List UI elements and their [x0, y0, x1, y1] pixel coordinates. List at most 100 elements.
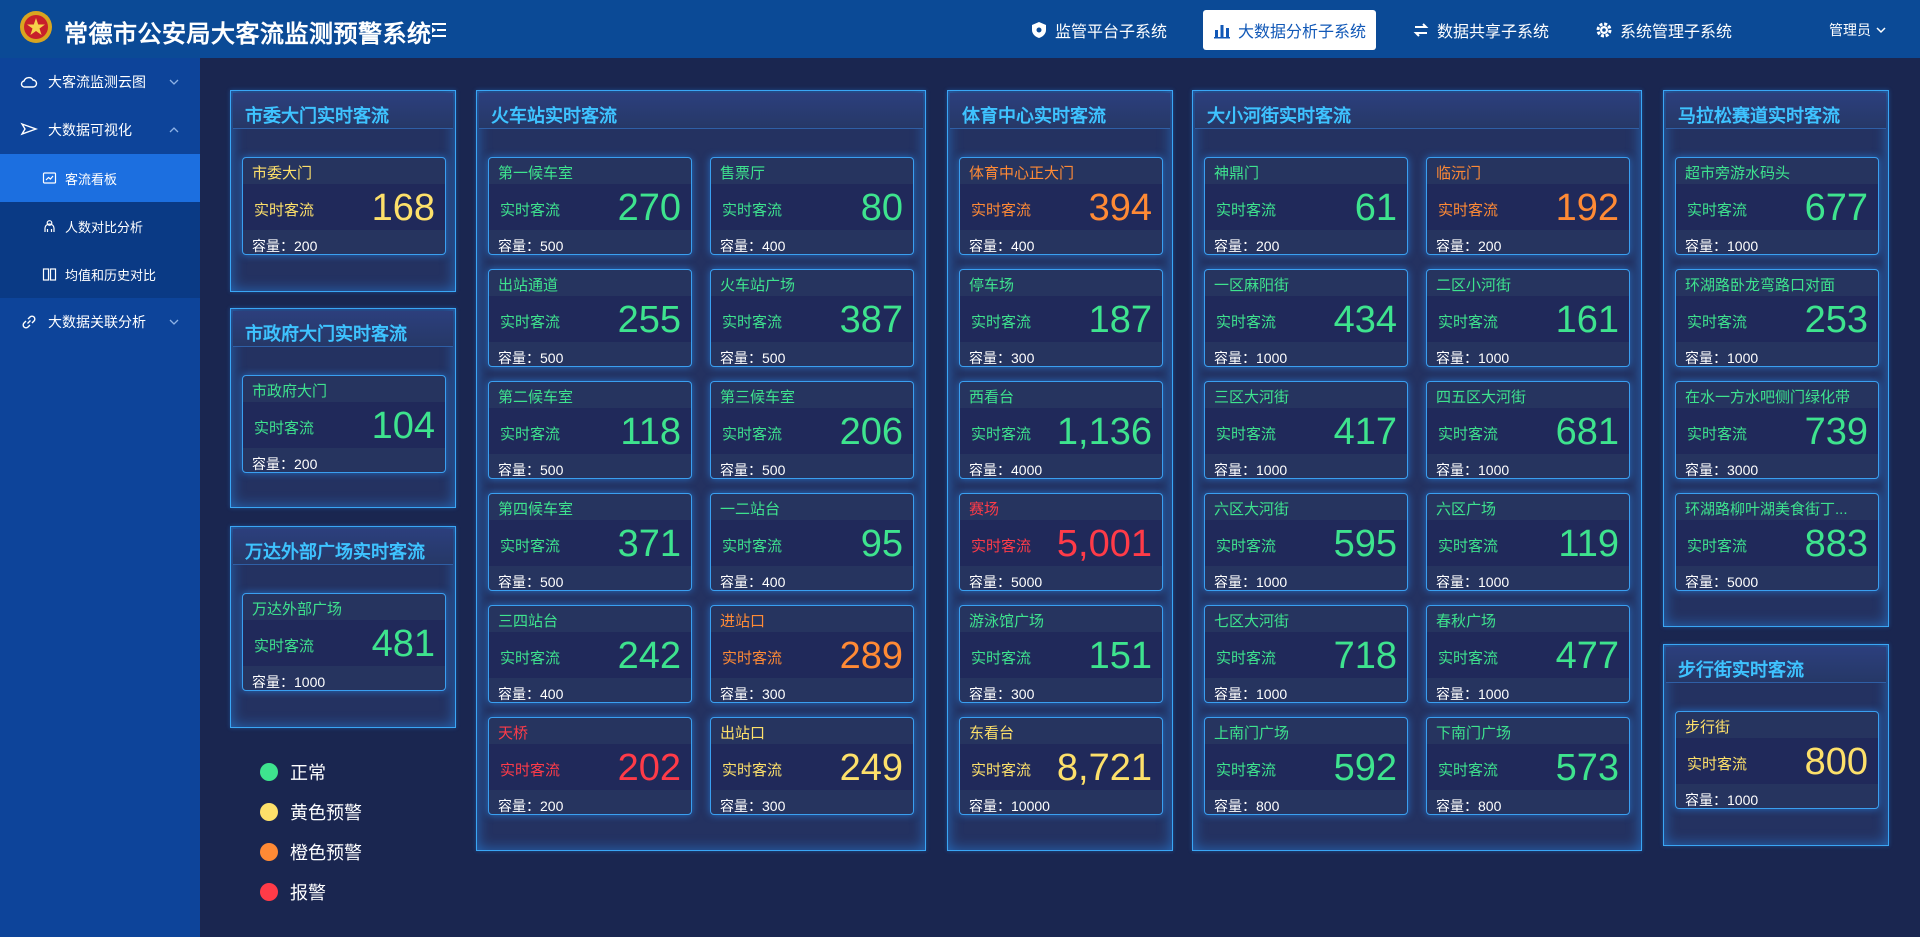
flow-card[interactable]: 售票厅 实时客流 80 容量：400 — [710, 157, 914, 255]
flow-card[interactable]: 第三候车室 实时客流 206 容量：500 — [710, 381, 914, 479]
flow-card[interactable]: 火车站广场 实时客流 387 容量：500 — [710, 269, 914, 367]
card-location: 东看台 — [969, 725, 1015, 742]
card-realtime-value: 104 — [371, 405, 435, 447]
capacity-value: 1000 — [1727, 350, 1759, 366]
flow-card[interactable]: 赛场 实时客流 5,001 容量：5000 — [959, 493, 1163, 591]
flow-card[interactable]: 二区小河街 实时客流 161 容量：1000 — [1426, 269, 1630, 367]
flow-card[interactable]: 市委大门 实时客流 168 容量：200 — [242, 157, 446, 255]
flow-card[interactable]: 六区广场 实时客流 119 容量：1000 — [1426, 493, 1630, 591]
flow-card[interactable]: 神鼎门 实时客流 61 容量：200 — [1204, 157, 1408, 255]
flow-card[interactable]: 停车场 实时客流 187 容量：300 — [959, 269, 1163, 367]
flow-card[interactable]: 上南门广场 实时客流 592 容量：800 — [1204, 717, 1408, 815]
sidebar-subitem-dashboard[interactable]: 客流看板 — [0, 154, 200, 202]
flow-card[interactable]: 万达外部广场 实时客流 481 容量：1000 — [242, 593, 446, 691]
nav-monitor-platform[interactable]: 监管平台子系统 — [1020, 10, 1177, 50]
nav-bigdata-analysis[interactable]: 大数据分析子系统 — [1203, 10, 1377, 50]
panel-train-station: 火车站实时客流 第一候车室 实时客流 270 容量：500 售票厅 实时客流 80 容量：40… — [476, 90, 926, 851]
card-capacity: 容量：1000 — [1214, 572, 1287, 590]
capacity-prefix: 容量： — [1685, 792, 1727, 808]
card-realtime-label: 实时客流 — [500, 426, 561, 443]
capacity-prefix: 容量： — [1214, 686, 1256, 702]
card-realtime-value: 800 — [1804, 741, 1868, 783]
sidebar-subitem-people-compare[interactable]: 人数对比分析 — [0, 202, 200, 250]
police-badge-icon — [20, 11, 52, 43]
flow-card[interactable]: 临沅门 实时客流 192 容量：200 — [1426, 157, 1630, 255]
capacity-value: 200 — [294, 456, 318, 472]
nav-label: 大数据分析子系统 — [1238, 24, 1367, 41]
card-capacity: 容量：400 — [498, 684, 563, 702]
status-legend: 正常 黄色预警 橙色预警 报警 — [260, 752, 362, 912]
card-location: 市政府大门 — [252, 383, 328, 400]
shield-icon — [1032, 22, 1046, 38]
capacity-value: 1000 — [1256, 462, 1288, 478]
card-capacity: 容量：5000 — [1685, 572, 1758, 590]
flow-card[interactable]: 下南门广场 实时客流 573 容量：800 — [1426, 717, 1630, 815]
flow-card[interactable]: 东看台 实时客流 8,721 容量：10000 — [959, 717, 1163, 815]
flow-card[interactable]: 春秋广场 实时客流 477 容量：1000 — [1426, 605, 1630, 703]
flow-card[interactable]: 体育中心正大门 实时客流 394 容量：400 — [959, 157, 1163, 255]
card-realtime-label: 实时客流 — [1216, 762, 1277, 779]
card-location: 赛场 — [969, 501, 1000, 518]
card-location: 超市旁游水码头 — [1685, 165, 1791, 182]
card-band — [960, 632, 1162, 678]
capacity-prefix: 容量： — [1436, 238, 1478, 254]
flow-card[interactable]: 步行街 实时客流 800 容量：1000 — [1675, 711, 1879, 809]
flow-card[interactable]: 天桥 实时客流 202 容量：200 — [488, 717, 692, 815]
flow-card[interactable]: 在水一方水吧侧门绿化带 实时客流 739 容量：3000 — [1675, 381, 1879, 479]
card-realtime-label: 实时客流 — [971, 426, 1032, 443]
capacity-value: 200 — [294, 238, 318, 254]
card-realtime-value: 187 — [1088, 299, 1152, 341]
card-realtime-value: 371 — [617, 523, 681, 565]
flow-card[interactable]: 第四候车室 实时客流 371 容量：500 — [488, 493, 692, 591]
flow-card[interactable]: 进站口 实时客流 289 容量：300 — [710, 605, 914, 703]
user-menu[interactable]: 管理员 — [1829, 20, 1887, 40]
flow-card[interactable]: 出站口 实时客流 249 容量：300 — [710, 717, 914, 815]
flow-card[interactable]: 西看台 实时客流 1,136 容量：4000 — [959, 381, 1163, 479]
capacity-value: 500 — [762, 350, 786, 366]
card-realtime-label: 实时客流 — [1687, 426, 1748, 443]
flow-card[interactable]: 三区大河街 实时客流 417 容量：1000 — [1204, 381, 1408, 479]
card-location: 六区广场 — [1436, 501, 1497, 518]
card-band — [1205, 296, 1407, 342]
panel-title: 火车站实时客流 — [479, 93, 923, 129]
capacity-prefix: 容量： — [969, 686, 1011, 702]
card-band — [711, 520, 913, 566]
capacity-prefix: 容量： — [498, 574, 540, 590]
sidebar-subitem-history-compare[interactable]: 均值和历史对比 — [0, 250, 200, 298]
flow-card[interactable]: 第一候车室 实时客流 270 容量：500 — [488, 157, 692, 255]
flow-card[interactable]: 环湖路卧龙弯路口对面 实时客流 253 容量：1000 — [1675, 269, 1879, 367]
card-realtime-value: 242 — [617, 635, 681, 677]
card-realtime-value: 677 — [1804, 187, 1868, 229]
flow-card[interactable]: 超市旁游水码头 实时客流 677 容量：1000 — [1675, 157, 1879, 255]
sidebar-item-cloud-map[interactable]: 大客流监测云图 — [0, 58, 200, 106]
flow-card[interactable]: 一二站台 实时客流 95 容量：400 — [710, 493, 914, 591]
menu-fold-icon[interactable] — [432, 22, 450, 38]
flow-card[interactable]: 一区麻阳街 实时客流 434 容量：1000 — [1204, 269, 1408, 367]
card-realtime-label: 实时客流 — [1216, 538, 1277, 555]
card-realtime-label: 实时客流 — [971, 314, 1032, 331]
card-capacity: 容量：800 — [1436, 796, 1501, 814]
capacity-value: 1000 — [1256, 350, 1288, 366]
flow-card[interactable]: 第二候车室 实时客流 118 容量：500 — [488, 381, 692, 479]
sidebar-item-visualization[interactable]: 大数据可视化 — [0, 106, 200, 154]
flow-card[interactable]: 四五区大河街 实时客流 681 容量：1000 — [1426, 381, 1630, 479]
legend-item-normal: 正常 — [260, 752, 362, 792]
panel-wanda-plaza: 万达外部广场实时客流 万达外部广场 实时客流 481 容量：1000 — [230, 526, 456, 728]
card-band — [1427, 184, 1629, 230]
card-realtime-value: 883 — [1804, 523, 1868, 565]
flow-card[interactable]: 三四站台 实时客流 242 容量：400 — [488, 605, 692, 703]
flow-card[interactable]: 游泳馆广场 实时客流 151 容量：300 — [959, 605, 1163, 703]
card-location: 游泳馆广场 — [969, 613, 1045, 630]
flow-card[interactable]: 六区大河街 实时客流 595 容量：1000 — [1204, 493, 1408, 591]
card-location: 停车场 — [969, 277, 1015, 294]
nav-data-sharing[interactable]: 数据共享子系统 — [1402, 10, 1559, 50]
card-realtime-label: 实时客流 — [500, 762, 561, 779]
sidebar-subitem-label: 均值和历史对比 — [65, 267, 157, 283]
card-capacity: 容量：4000 — [969, 460, 1042, 478]
flow-card[interactable]: 市政府大门 实时客流 104 容量：200 — [242, 375, 446, 473]
flow-card[interactable]: 七区大河街 实时客流 718 容量：1000 — [1204, 605, 1408, 703]
sidebar-item-correlation[interactable]: 大数据关联分析 — [0, 298, 200, 346]
nav-system-management[interactable]: 系统管理子系统 — [1585, 10, 1742, 50]
flow-card[interactable]: 环湖路柳叶湖美食街丁... 实时客流 883 容量：5000 — [1675, 493, 1879, 591]
flow-card[interactable]: 出站通道 实时客流 255 容量：500 — [488, 269, 692, 367]
